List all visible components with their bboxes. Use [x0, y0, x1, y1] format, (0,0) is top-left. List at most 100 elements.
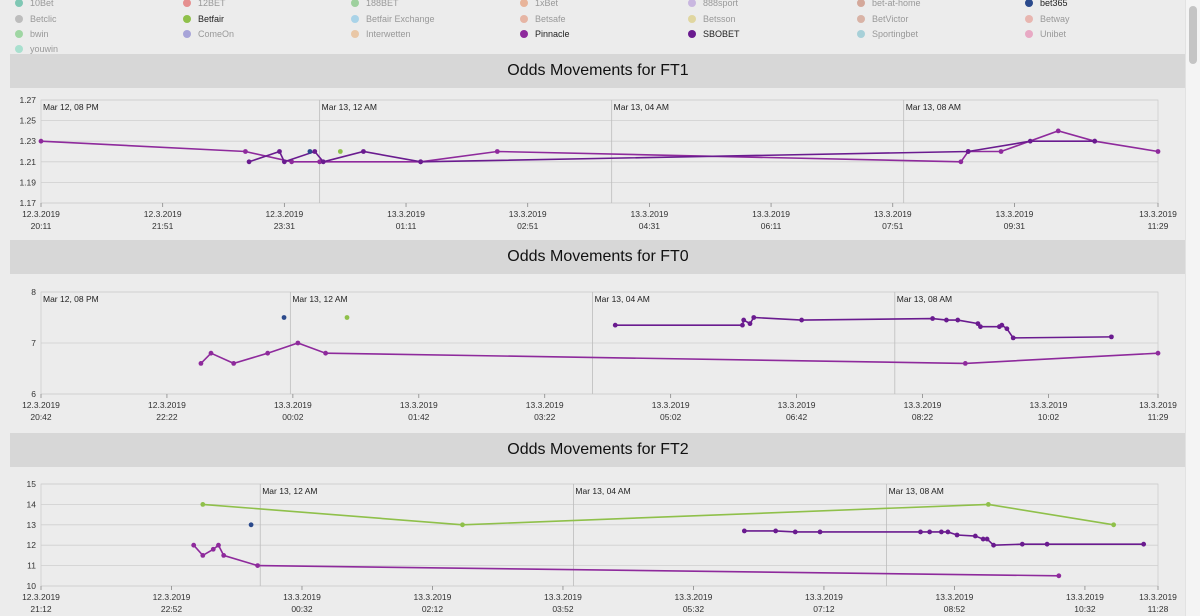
legend-item-888sport[interactable]: 888sport	[688, 0, 738, 8]
data-point-pinnacle	[216, 542, 221, 548]
x-tick-label: 13.3.2019	[904, 400, 942, 410]
data-point-pinnacle	[295, 340, 301, 346]
legend-label: Pinnacle	[535, 29, 570, 39]
data-point-sbobet	[361, 149, 366, 154]
legend-item-interwetten[interactable]: Interwetten	[351, 29, 411, 39]
data-point-sbobet	[1044, 541, 1050, 547]
legend-item-comeon[interactable]: ComeOn	[183, 29, 234, 39]
data-point-bet365	[248, 522, 254, 528]
data-point-sbobet	[944, 317, 949, 323]
data-point-sbobet	[991, 542, 996, 548]
legend-item-betway[interactable]: Betway	[1025, 14, 1070, 24]
data-point-betfair	[460, 522, 465, 528]
data-point-sbobet	[1141, 541, 1147, 547]
x-tick-label: 12.3.2019	[144, 209, 182, 219]
y-tick-label: 7	[31, 338, 36, 348]
data-point-sbobet	[1027, 138, 1033, 144]
data-point-pinnacle	[208, 350, 214, 356]
x-tick-label: 13.3.2019	[544, 592, 582, 602]
time-marker-label: Mar 13, 12 AM	[262, 486, 317, 496]
legend-item-bet365[interactable]: bet365	[1025, 0, 1068, 8]
x-tick-label: 12.3.2019	[22, 209, 60, 219]
plot-area	[40, 483, 1159, 587]
legend-item-betfair[interactable]: Betfair	[183, 14, 224, 24]
data-point-pinnacle	[958, 159, 964, 165]
x-tick-label: 13.3.2019	[400, 400, 438, 410]
data-point-sbobet	[980, 536, 986, 542]
data-point-sbobet	[1092, 138, 1098, 144]
legend-item-unibet[interactable]: Unibet	[1025, 29, 1066, 39]
legend-label: 188BET	[366, 0, 399, 8]
legend-item-1xbet[interactable]: 1xBet	[520, 0, 558, 8]
data-point-sbobet	[965, 149, 971, 154]
data-point-pinnacle	[231, 361, 237, 366]
legend-item-sbobet[interactable]: SBOBET	[688, 29, 740, 39]
x-tick-label: 20:11	[31, 221, 52, 231]
legend-item-pinnacle[interactable]: Pinnacle	[520, 29, 570, 39]
data-point-sbobet	[978, 324, 983, 330]
legend-item-betsafe[interactable]: Betsafe	[520, 14, 566, 24]
data-point-pinnacle	[323, 350, 329, 356]
legend-swatch	[520, 15, 528, 23]
x-tick-label: 13.3.2019	[509, 209, 547, 219]
legend-label: 10Bet	[30, 0, 54, 8]
data-point-sbobet	[741, 528, 747, 534]
legend-item-betsson[interactable]: Betsson	[688, 14, 736, 24]
chart-title-ft0: Odds Movements for FT0	[507, 248, 689, 265]
time-marker-label: Mar 12, 08 PM	[43, 294, 99, 304]
data-point-sbobet	[246, 159, 252, 165]
data-point-pinnacle	[962, 361, 968, 366]
legend-item-bwin[interactable]: bwin	[15, 29, 49, 39]
legend-item-sportingbet[interactable]: Sportingbet	[857, 29, 918, 39]
legend-label: 1xBet	[535, 0, 559, 8]
legend-label: bwin	[30, 29, 49, 39]
chart-title-ft2: Odds Movements for FT2	[507, 441, 689, 458]
data-point-sbobet	[799, 317, 805, 323]
data-point-pinnacle	[1155, 149, 1161, 154]
legend-item-betclic[interactable]: Betclic	[15, 14, 57, 24]
legend-item-youwin[interactable]: youwin	[15, 44, 58, 54]
legend-swatch	[857, 0, 865, 7]
data-point-sbobet	[747, 321, 753, 327]
data-point-sbobet	[945, 529, 951, 535]
data-point-sbobet	[418, 159, 424, 165]
data-point-sbobet	[972, 533, 978, 539]
time-marker-label: Mar 13, 12 AM	[322, 102, 377, 112]
data-point-sbobet	[954, 532, 960, 538]
x-tick-label: 13.3.2019	[1066, 592, 1104, 602]
x-tick-label: 13.3.2019	[996, 209, 1034, 219]
page-scrollbar[interactable]	[1185, 0, 1200, 616]
legend-item-betfair-exchange[interactable]: Betfair Exchange	[351, 14, 435, 24]
legend-swatch	[183, 30, 191, 38]
x-tick-label: 12.3.2019	[22, 592, 60, 602]
data-point-betfair	[337, 149, 343, 154]
legend-swatch	[688, 15, 696, 23]
x-tick-label: 13.3.2019	[874, 209, 912, 219]
y-tick-label: 1.25	[19, 116, 36, 126]
x-tick-label: 11:28	[1148, 604, 1169, 614]
x-tick-label: 13.3.2019	[283, 592, 321, 602]
legend-label: Betclic	[30, 14, 57, 24]
data-point-sbobet	[927, 529, 933, 535]
data-point-pinnacle	[221, 553, 227, 558]
y-tick-label: 1.23	[19, 136, 36, 146]
data-point-betfair	[985, 502, 991, 507]
data-point-pinnacle	[200, 553, 206, 558]
legend-item-12bet[interactable]: 12BET	[183, 0, 226, 8]
y-tick-label: 1.21	[19, 157, 36, 167]
legend-item-10bet[interactable]: 10Bet	[15, 0, 54, 8]
data-point-pinnacle	[243, 149, 248, 154]
scrollbar-thumb[interactable]	[1189, 6, 1197, 64]
data-point-sbobet	[740, 322, 745, 328]
legend-swatch	[351, 0, 359, 7]
legend-item-bet-at-home[interactable]: bet-at-home	[857, 0, 921, 8]
data-point-pinnacle	[998, 149, 1004, 154]
data-point-pinnacle	[317, 159, 323, 165]
data-point-pinnacle	[494, 149, 500, 154]
x-tick-label: 03:52	[552, 604, 574, 614]
legend-item-betvictor[interactable]: BetVictor	[857, 14, 908, 24]
legend-label: Interwetten	[366, 29, 411, 39]
x-tick-label: 08:22	[912, 412, 934, 422]
data-point-sbobet	[817, 529, 823, 535]
legend-item-188bet[interactable]: 188BET	[351, 0, 399, 8]
